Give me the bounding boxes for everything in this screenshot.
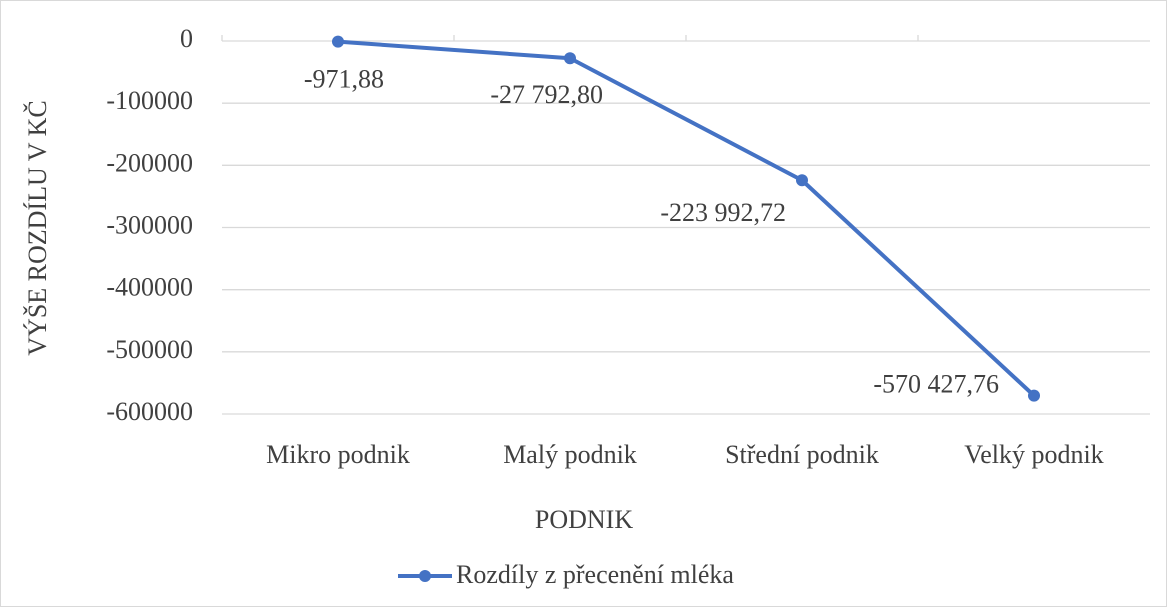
data-label: -570 427,76 bbox=[873, 370, 999, 399]
data-label: -971,88 bbox=[304, 65, 384, 94]
y-tick-label: -500000 bbox=[106, 335, 193, 364]
series-line bbox=[337, 39, 1036, 398]
x-tick-label: Mikro podnik bbox=[266, 440, 410, 469]
y-tick-label: 0 bbox=[180, 24, 193, 53]
y-axis-title: VÝŠE ROZDÍLU V KČ bbox=[23, 100, 52, 355]
y-tick-label: -600000 bbox=[106, 397, 193, 426]
data-label: -223 992,72 bbox=[660, 198, 786, 227]
data-point bbox=[1028, 389, 1040, 402]
x-axis-title: PODNIK bbox=[535, 505, 633, 534]
data-point bbox=[564, 52, 576, 65]
x-tick-label: Malý podnik bbox=[503, 440, 637, 469]
x-tick-label: Velký podnik bbox=[964, 440, 1103, 469]
legend-label: Rozdíly z přecenění mléka bbox=[456, 560, 734, 589]
data-point bbox=[332, 35, 344, 48]
y-tick-label: -100000 bbox=[106, 86, 193, 115]
y-tick-label: -300000 bbox=[106, 210, 193, 239]
data-label: -27 792,80 bbox=[490, 80, 603, 109]
x-tick-label: Střední podnik bbox=[725, 440, 879, 469]
y-tick-label: -200000 bbox=[106, 148, 193, 177]
legend-marker bbox=[419, 570, 431, 582]
data-point bbox=[796, 174, 808, 187]
y-tick-label: -400000 bbox=[106, 273, 193, 302]
